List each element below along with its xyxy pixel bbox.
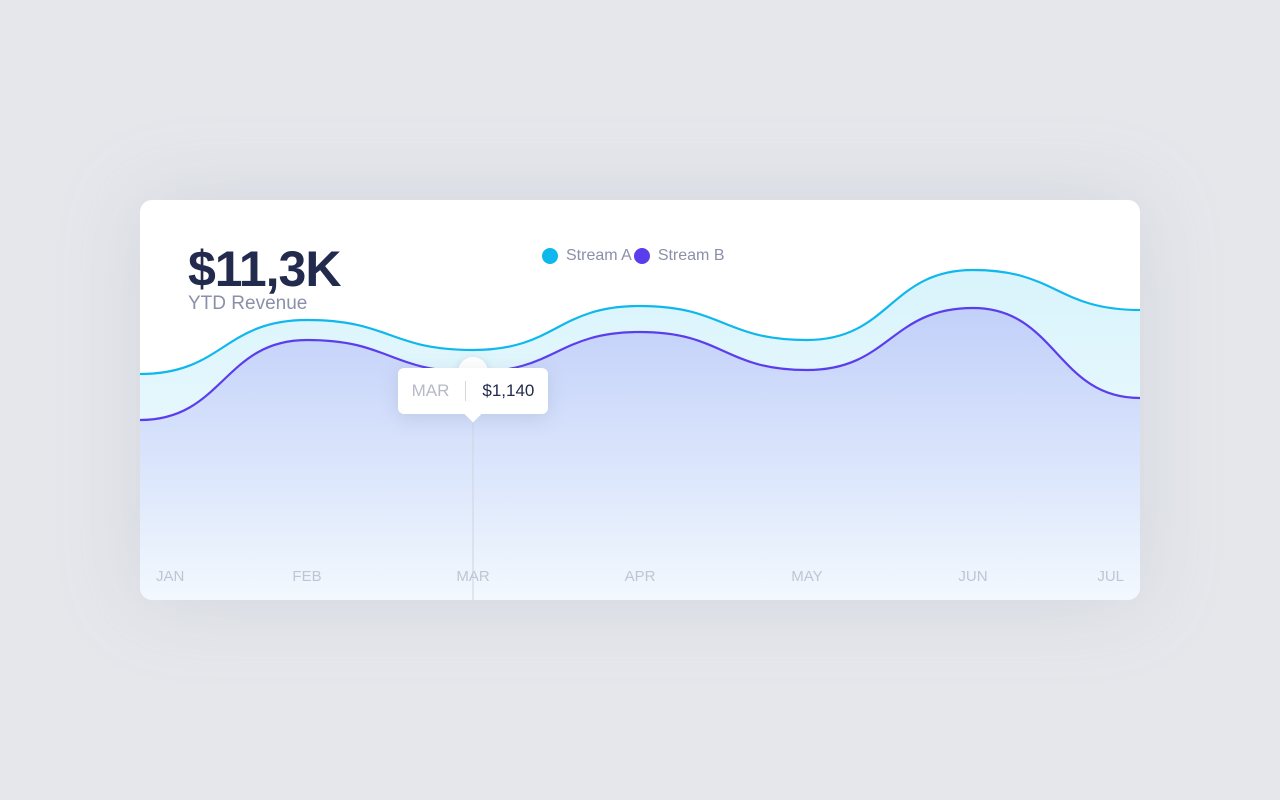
ytd-revenue-label: YTD Revenue bbox=[188, 293, 308, 314]
x-tick-feb: FEB bbox=[292, 568, 321, 585]
x-tick-apr: APR bbox=[625, 568, 656, 585]
revenue-area-chart: JAN FEB MAR APR MAY JUN JUL bbox=[140, 268, 1140, 600]
x-tick-jul: JUL bbox=[1097, 568, 1124, 585]
stream-b-area bbox=[140, 308, 1140, 600]
legend-item-stream-a[interactable]: Stream A bbox=[542, 247, 632, 265]
legend-item-stream-b[interactable]: Stream B bbox=[633, 247, 725, 265]
ytd-revenue-value: $11,3K bbox=[188, 241, 341, 297]
x-tick-mar: MAR bbox=[456, 568, 490, 585]
tooltip-month: MAR bbox=[411, 381, 450, 400]
tooltip-value: $1,140 bbox=[482, 381, 535, 400]
stream-b-swatch bbox=[633, 248, 650, 264]
legend-label-stream-b: Stream B bbox=[657, 247, 725, 264]
chart-legend: Stream A Stream B bbox=[542, 245, 727, 267]
stream-a-line bbox=[140, 268, 1140, 376]
tooltip-divider bbox=[465, 381, 467, 401]
x-tick-jun: JUN bbox=[958, 568, 987, 585]
stream-b-line bbox=[140, 306, 1140, 422]
x-tick-may: MAY bbox=[791, 568, 822, 585]
legend-label-stream-a: Stream A bbox=[566, 247, 632, 264]
revenue-card: JAN FEB MAR APR MAY JUN JUL $11,3K YTD Revenue… bbox=[140, 200, 1140, 600]
data-tooltip: MAR $1,140 bbox=[398, 368, 548, 414]
x-tick-jan: JAN bbox=[156, 568, 184, 585]
stream-a-swatch bbox=[542, 248, 558, 264]
